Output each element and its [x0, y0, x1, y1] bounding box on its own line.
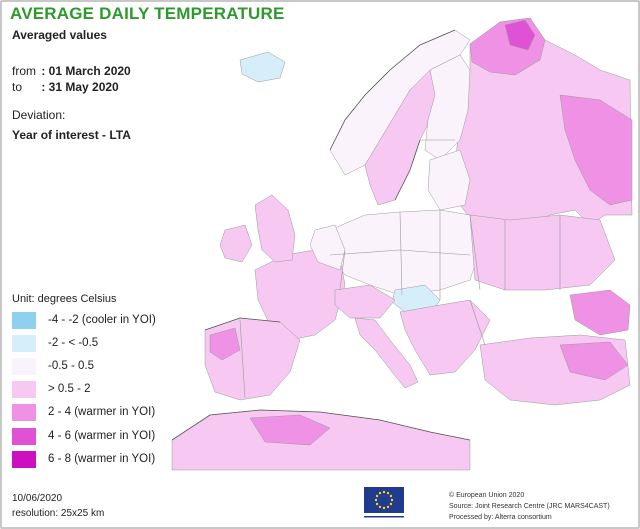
legend-swatch [12, 428, 36, 445]
legend-item: -4 - -2 (cooler in YOI) [12, 312, 202, 330]
eu-flag-logo [364, 487, 404, 518]
legend-item: 4 - 6 (warmer in YOI) [12, 428, 202, 446]
region-balkans [399, 299, 491, 376]
region-central-europe [329, 209, 481, 296]
footer-date: 10/06/2020 [12, 493, 63, 504]
legend-swatch [12, 335, 36, 352]
eu-star [382, 506, 386, 510]
footer-resolution: resolution: 25x25 km [12, 508, 105, 519]
region-ukraine [469, 214, 616, 291]
eu-star [386, 491, 390, 495]
region-alps [334, 284, 396, 319]
region-baltics [427, 149, 471, 211]
region-north-africa [171, 409, 471, 471]
eu-star [375, 502, 379, 506]
eu-star [378, 505, 382, 509]
region-iceland [239, 51, 286, 83]
region-iberia-warm [209, 327, 241, 361]
deviation-value: Year of interest - LTA [12, 128, 131, 142]
eu-star [375, 494, 379, 498]
eu-star [374, 498, 378, 502]
eu-star [389, 502, 393, 506]
region-benelux-germany [309, 224, 346, 271]
legend-swatch [12, 358, 36, 375]
region-caucasus [569, 289, 631, 336]
from-label: from [12, 64, 36, 78]
region-kola-hot [504, 19, 536, 51]
legend-label: -2 - < -0.5 [48, 337, 99, 349]
eu-star [386, 505, 390, 509]
region-turkey-warm [559, 341, 629, 381]
legend-swatch [12, 312, 36, 329]
legend-item: 6 - 8 (warmer in YOI) [12, 451, 202, 469]
legend-label: > 0.5 - 2 [48, 383, 91, 395]
legend-label: 4 - 6 (warmer in YOI) [48, 430, 156, 442]
region-italy [354, 317, 419, 389]
eu-star [382, 490, 386, 494]
legend-swatch [12, 404, 36, 421]
eu-star [389, 494, 393, 498]
eu-logo-underline [364, 516, 404, 518]
region-iberia [204, 317, 301, 401]
region-finland [424, 54, 471, 161]
legend-swatch [12, 381, 36, 398]
legend-item: 2 - 4 (warmer in YOI) [12, 404, 202, 422]
legend-swatch [12, 451, 36, 468]
legend-unit: Unit: degrees Celsius [12, 293, 117, 305]
legend-label: -0.5 - 0.5 [48, 360, 95, 372]
legend-item: > 0.5 - 2 [12, 381, 202, 399]
to-value: : 31 May 2020 [41, 80, 119, 94]
deviation-label: Deviation: [12, 108, 66, 122]
eu-stars [374, 490, 394, 510]
country-borders [239, 139, 561, 399]
eu-star [378, 491, 382, 495]
legend-label: 6 - 8 (warmer in YOI) [48, 453, 156, 465]
legend-label: 2 - 4 (warmer in YOI) [48, 406, 156, 418]
map-title: AVERAGE DAILY TEMPERATURE [10, 4, 285, 23]
region-ireland [219, 224, 253, 263]
region-great-britain [254, 194, 296, 263]
footer-copyright: © European Union 2020 [449, 492, 525, 499]
eu-star [390, 498, 394, 502]
legend-label: -4 - -2 (cooler in YOI) [48, 314, 156, 326]
region-north-africa-warm [249, 414, 331, 446]
coastlines [171, 29, 471, 441]
from-value: : 01 March 2020 [41, 64, 131, 78]
period-from: from : 01 March 2020 [12, 64, 131, 78]
footer-processed: Processed by: Alterra consortium [449, 514, 552, 521]
map-subtitle: Averaged values [12, 28, 107, 42]
period-to: to : 31 May 2020 [12, 80, 119, 94]
footer-source: Source: Joint Research Centre (JRC MARS4… [449, 503, 610, 510]
legend-item: -2 - < -0.5 [12, 335, 202, 353]
region-france [254, 249, 346, 341]
region-urals [559, 94, 633, 206]
to-label: to [12, 80, 23, 94]
legend-item: -0.5 - 0.5 [12, 358, 202, 376]
